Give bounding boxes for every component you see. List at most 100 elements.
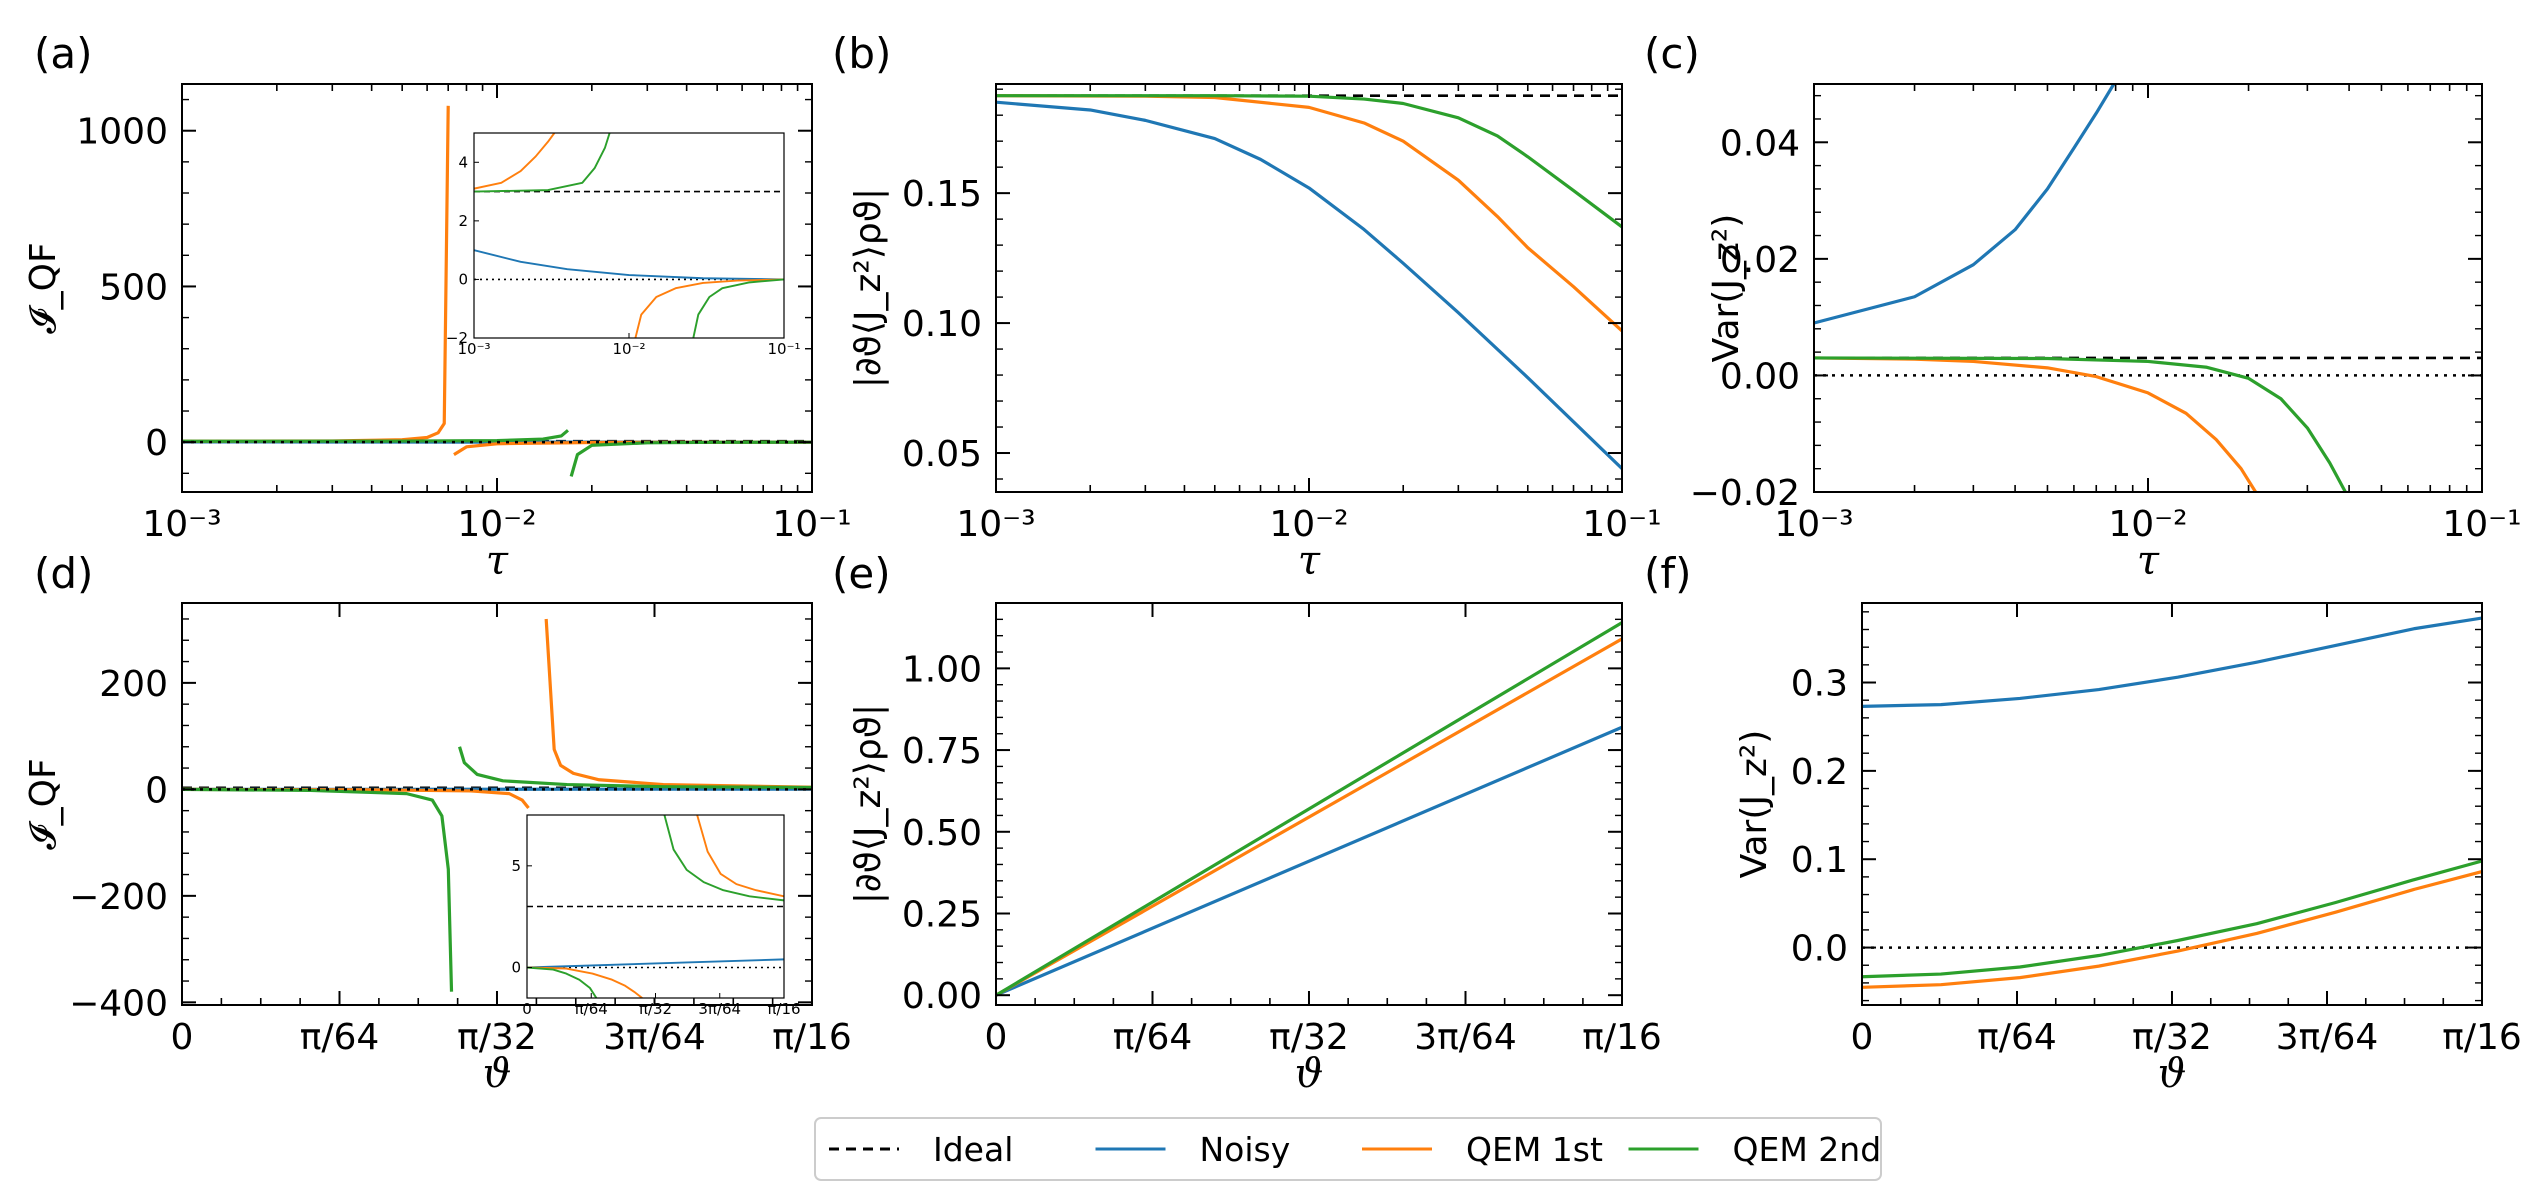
panel-b-series-qem-2nd-3 [996,94,1622,229]
panel-label-c: (c) [1644,29,1700,78]
inset-x-tick-label-d: π/32 [639,1000,672,1018]
legend-label-qem-2nd: QEM 2nd [1733,1130,1882,1169]
panel-e-series-qem-1st-2 [996,637,1622,997]
x-tick-label-e: 0 [985,1017,1008,1058]
inset-y-tick-label-d: 5 [511,857,521,875]
y-tick-label-f: 0.1 [1791,840,1848,881]
panel-e-series-noisy-1 [996,725,1622,997]
panel-e-series-qem-2nd-3 [996,621,1622,997]
y-axis-label-b: |∂ϑ⟨J_z²⟩ρϑ| [848,188,889,388]
y-axis-label-c: Var(J_z²) [1706,214,1747,363]
panel-d-series-qem-1st-3 [544,618,812,789]
y-tick-label-e: 0.75 [902,731,982,772]
x-tick-label-e: π/64 [1113,1017,1193,1058]
y-tick-label-e: 0.50 [902,813,982,854]
x-tick-label-f: π/16 [2442,1017,2522,1058]
x-tick-label-d: π/32 [457,1017,537,1058]
inset-d-series-qem-2nd-4 [527,966,598,998]
inset-background-d [527,815,784,998]
panel-e: (e) 0 π/64 π/32 3π/64 π/16 0.00 0.25 0.50 0.75 1.0… [832,549,1662,1097]
x-tick-label-f: π/32 [2132,1017,2212,1058]
x-tick-label-f: π/64 [1977,1017,2057,1058]
inset-background-a [474,133,784,338]
y-tick-label-a: 0 [145,423,168,464]
y-tick-label-c: 0.02 [1720,240,1800,281]
panel-c: (c) 10⁻³ 10⁻² 10⁻¹ −0.02 0.00 0.02 0.04 τ Var(J_z… [1644,29,2522,584]
inset-a-series-noisy-2 [474,249,784,281]
x-tick-label-e: π/16 [1582,1017,1662,1058]
inset-a: 10⁻³ 10⁻² 10⁻¹ −2 0 2 4 [446,132,801,358]
x-tick-label-a: 10⁻³ [142,504,221,545]
y-axis-label-f: Var(J_z²) [1734,730,1775,879]
x-axis-label-a: τ [486,538,509,584]
panel-a-series-qem-2nd-4 [182,429,569,443]
inset-d-series-qem-2nd-6 [663,815,784,902]
x-tick-label-c: 10⁻² [2108,504,2187,545]
legend-label-ideal: Ideal [933,1130,1013,1169]
y-tick-label-a: 500 [99,267,168,308]
panel-label-a: (a) [34,29,93,78]
x-tick-label-f: 0 [1851,1017,1874,1058]
y-axis-label-d: 𝓘_QF [23,758,64,849]
x-tick-label-d: π/64 [300,1017,380,1058]
y-tick-label-f: 0.2 [1791,752,1848,793]
inset-x-tick-label-d: 0 [522,1000,532,1018]
y-tick-label-b: 0.15 [902,174,982,215]
inset-a-series-qem-1st-3 [474,133,556,190]
inset-y-tick-label-a: 4 [458,153,468,171]
panel-b-series-noisy-1 [996,100,1622,470]
y-tick-label-b: 0.05 [902,434,982,475]
panel-d-series-qem-2nd-5 [458,746,812,790]
inset-x-tick-label-d: π/16 [767,1000,800,1018]
inset-y-tick-label-a: −2 [446,329,468,347]
inset-d-series-qem-1st-3 [527,966,643,998]
inset-x-tick-label-a: 10⁻¹ [767,340,800,358]
panel-label-b: (b) [832,29,891,78]
x-tick-label-b: 10⁻¹ [1582,504,1661,545]
x-tick-label-d: 3π/64 [603,1017,706,1058]
inset-x-tick-label-a: 10⁻² [612,340,645,358]
panel-b: (b) 10⁻³ 10⁻² 10⁻¹ 0.05 0.10 0.15 τ |∂ϑ⟨J_z²⟩ρϑ| [832,29,1662,584]
panel-c-series-qem-1st-3 [1814,356,2257,492]
x-tick-label-e: π/32 [1269,1017,1349,1058]
panel-label-f: (f) [1644,549,1692,598]
y-tick-label-e: 0.25 [902,894,982,935]
panel-c-series-qem-2nd-4 [1814,356,2347,492]
inset-y-tick-label-a: 0 [458,270,468,288]
legend: Ideal Noisy QEM 1st QEM 2nd [814,1117,1882,1181]
y-axis-label-a: 𝓘_QF [23,242,64,333]
y-tick-label-d: −200 [69,877,168,918]
x-tick-label-e: 3π/64 [1414,1017,1517,1058]
inset-y-tick-label-a: 2 [458,212,468,230]
panel-a: (a) 10⁻³ 10⁻² 10⁻¹ 0 500 1000 τ 𝓘_QF 10⁻³ 10⁻² 10⁻¹… [23,29,852,584]
legend-box [814,1117,1882,1181]
x-axis-label-c: τ [2137,538,2160,584]
panel-label-d: (d) [34,549,93,598]
panel-f-series-qem-1st-2 [1862,870,2482,989]
y-tick-label-f: 0.0 [1791,929,1848,970]
y-tick-label-d: 0 [145,770,168,811]
x-tick-label-f: 3π/64 [2276,1017,2379,1058]
legend-label-qem-1st: QEM 1st [1466,1130,1603,1169]
x-axis-label-e: ϑ [1295,1051,1324,1097]
y-tick-label-d: 200 [99,664,168,705]
x-tick-label-b: 10⁻³ [956,504,1035,545]
y-tick-label-c: 0.04 [1720,123,1800,164]
inset-x-tick-label-d: 3π/64 [698,1000,741,1018]
y-tick-label-c: 0.00 [1720,356,1800,397]
panel-f-series-noisy-1 [1862,616,2482,708]
panel-c-series-noisy-2 [1814,84,2116,325]
y-tick-label-f: 0.3 [1791,664,1848,705]
panel-label-e: (e) [832,549,891,598]
y-tick-label-a: 1000 [76,112,168,153]
y-tick-label-e: 1.00 [902,649,982,690]
x-axis-label-f: ϑ [2158,1051,2187,1097]
inset-a-series-qem-1st-5 [634,278,784,338]
y-tick-label-b: 0.10 [902,304,982,345]
y-axis-label-e: |∂ϑ⟨J_z²⟩ρϑ| [848,704,889,904]
y-tick-label-d: −400 [69,983,168,1024]
x-tick-label-c: 10⁻¹ [2442,504,2521,545]
panel-f: (f) 0 π/64 π/32 3π/64 π/16 0.0 0.1 0.2 0.3 ϑ Var(J_… [1644,549,2522,1097]
